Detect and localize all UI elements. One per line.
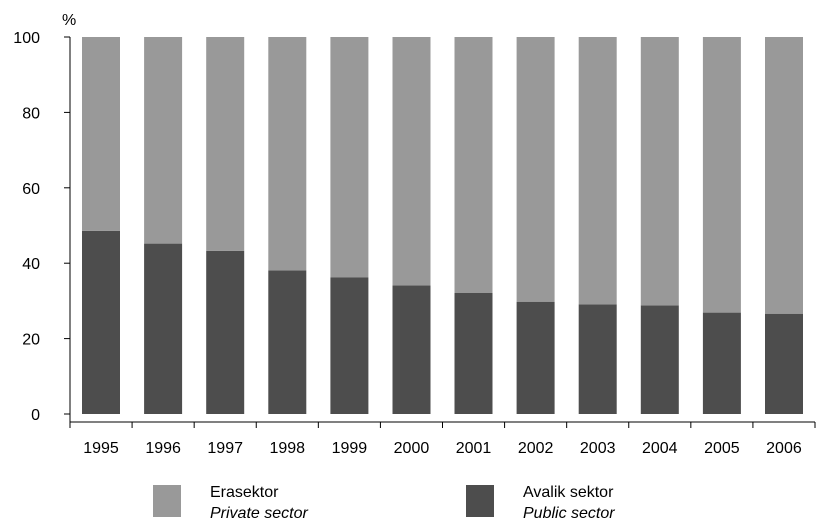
x-tick-label-2005: 2005 bbox=[704, 440, 740, 457]
bar-public-1998 bbox=[268, 270, 307, 414]
x-tick-label-1995: 1995 bbox=[83, 440, 119, 457]
bar-public-2002 bbox=[516, 301, 555, 414]
y-tick-label-100: 100 bbox=[13, 30, 40, 47]
bar-public-2004 bbox=[640, 305, 679, 414]
bar-public-1999 bbox=[330, 277, 369, 414]
x-tick-label-1999: 1999 bbox=[332, 440, 368, 457]
legend-sublabel-private: Private sector bbox=[210, 505, 308, 522]
x-tick-label-2006: 2006 bbox=[766, 440, 802, 457]
bar-public-1995 bbox=[82, 230, 120, 414]
bar-public-2005 bbox=[702, 312, 741, 414]
y-axis-unit-label: % bbox=[62, 12, 76, 29]
bar-private-2000 bbox=[392, 37, 431, 286]
x-tick-label-2004: 2004 bbox=[642, 440, 678, 457]
bar-public-2000 bbox=[392, 285, 431, 414]
bar-private-1998 bbox=[268, 37, 307, 271]
bar-private-1999 bbox=[330, 37, 369, 278]
y-tick-label-60: 60 bbox=[22, 181, 40, 198]
bar-private-2004 bbox=[640, 37, 679, 306]
bar-private-2001 bbox=[454, 37, 493, 293]
x-tick-label-1997: 1997 bbox=[207, 440, 243, 457]
x-tick-label-2003: 2003 bbox=[580, 440, 616, 457]
x-axis: 1995 1996 1997 1998 1999 2000 2001 2002 2003 2004… bbox=[69, 421, 816, 457]
bar-public-1996 bbox=[144, 243, 183, 414]
legend-label-public: Avalik sektor bbox=[523, 484, 614, 501]
x-tick-label-1996: 1996 bbox=[145, 440, 181, 457]
y-tick-label-0: 0 bbox=[31, 407, 40, 424]
bars-group bbox=[82, 37, 803, 414]
x-tick-label-2000: 2000 bbox=[394, 440, 430, 457]
bar-public-2006 bbox=[765, 313, 803, 414]
y-tick-label-80: 80 bbox=[22, 105, 40, 122]
bar-private-1997 bbox=[206, 37, 245, 251]
x-tick-label-2001: 2001 bbox=[456, 440, 492, 457]
y-tick-label-20: 20 bbox=[22, 332, 40, 349]
stacked-bar-chart: % 0 20 40 60 80 100 1995 1996 1997 1998 1999 2000 2… bbox=[13, 12, 816, 457]
y-tick-label-40: 40 bbox=[22, 256, 40, 273]
bar-public-2003 bbox=[578, 304, 617, 414]
bar-public-1997 bbox=[206, 250, 245, 414]
bar-private-2003 bbox=[578, 37, 617, 305]
bar-public-2001 bbox=[454, 293, 493, 414]
bar-private-2005 bbox=[702, 37, 741, 313]
bar-private-1996 bbox=[144, 37, 183, 244]
y-axis: 0 20 40 60 80 100 bbox=[13, 30, 71, 424]
x-tick-label-1998: 1998 bbox=[269, 440, 305, 457]
bar-private-2006 bbox=[765, 37, 803, 314]
legend-swatch-public bbox=[466, 485, 494, 517]
legend-swatch-private bbox=[153, 485, 181, 517]
bar-private-2002 bbox=[516, 37, 555, 302]
x-tick-label-2002: 2002 bbox=[518, 440, 554, 457]
legend-label-private: Erasektor bbox=[210, 484, 279, 501]
bar-private-1995 bbox=[82, 37, 120, 231]
legend-sublabel-public: Public sector bbox=[523, 505, 615, 522]
